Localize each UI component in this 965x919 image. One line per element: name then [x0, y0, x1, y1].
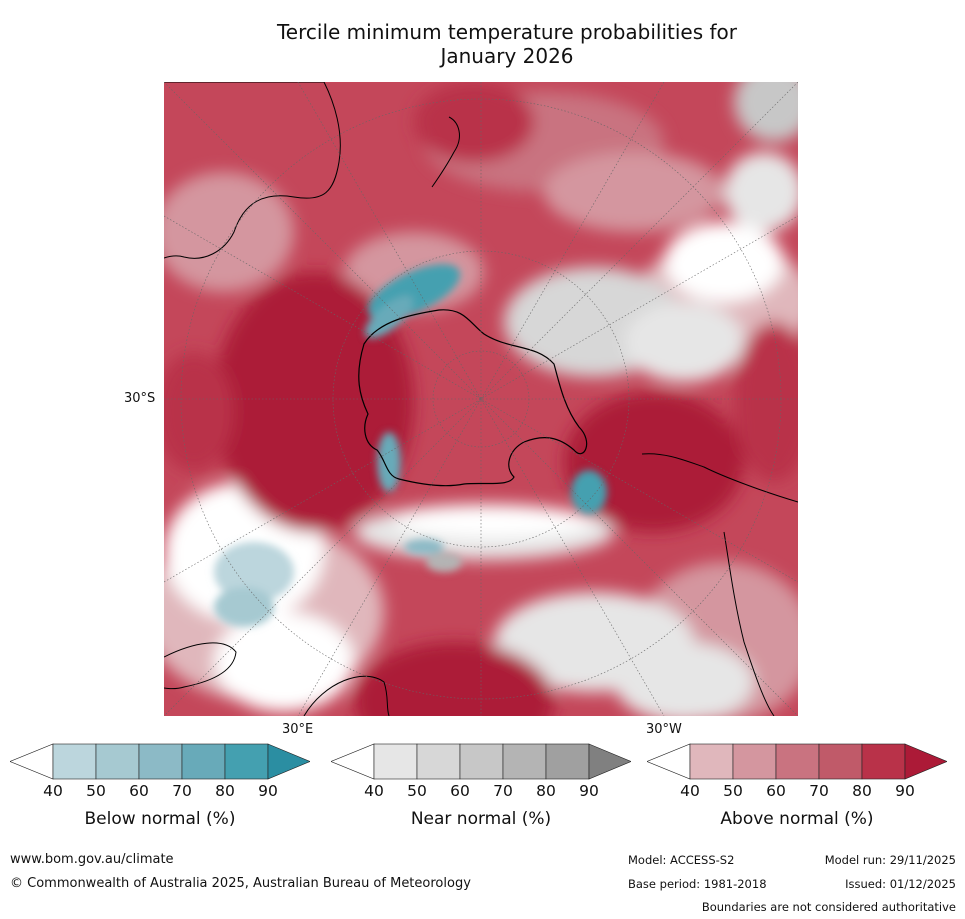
colorbar-tick-label: 80 — [215, 782, 235, 800]
colorbar-tick-label: 70 — [809, 782, 829, 800]
colorbar-segment — [181, 743, 226, 780]
probability-map — [164, 82, 798, 716]
colorbar-lower-extension — [647, 743, 691, 780]
legend-near-normal: 40 50 60 70 80 90 Near normal (%) — [331, 742, 631, 842]
colorbar-segment — [775, 743, 820, 780]
colorbar-tick-label: 90 — [895, 782, 915, 800]
colorbar-segment — [545, 743, 590, 780]
graticule — [164, 82, 798, 716]
colorbar-lower-extension — [331, 743, 375, 780]
model-run: Model run: 29/11/2025 — [824, 853, 956, 867]
legend-below-normal: 40 50 60 70 80 90 Below normal (%) — [10, 742, 310, 842]
website-link[interactable]: www.bom.gov.au/climate — [10, 852, 174, 867]
antarctica-coastline — [358, 309, 588, 487]
colorbar-segment — [689, 743, 734, 780]
colorbar-segment — [818, 743, 863, 780]
colorbar-title: Above normal (%) — [720, 809, 874, 829]
colorbar-segment — [416, 743, 461, 780]
lat-label-30s: 30°S — [124, 391, 156, 406]
map-canvas — [164, 82, 798, 716]
title-line-1: Tercile minimum temperature probabilitie… — [276, 20, 738, 44]
colorbar-upper-extension — [904, 743, 947, 780]
copyright-text: © Commonwealth of Australia 2025, Austra… — [10, 876, 471, 891]
colorbar-tick-label: 40 — [43, 782, 63, 800]
south-america-coastline — [641, 453, 798, 716]
colorbar — [331, 743, 631, 780]
colorbar-tick-label: 50 — [407, 782, 427, 800]
lon-label-30w: 30°W — [646, 722, 682, 737]
colorbar-tick-label: 60 — [766, 782, 786, 800]
colorbar-segment — [373, 743, 418, 780]
australia-coastline — [164, 82, 341, 259]
lon-label-30e: 30°E — [282, 722, 314, 737]
map-title: Tercile minimum temperature probabilitie… — [164, 20, 850, 68]
colorbar-tick-label: 70 — [493, 782, 513, 800]
colorbar-lower-extension — [10, 743, 54, 780]
colorbar-tick-label: 90 — [258, 782, 278, 800]
colorbar-tick-label: 50 — [723, 782, 743, 800]
colorbar-segment — [861, 743, 906, 780]
colorbar-tick-label: 60 — [129, 782, 149, 800]
issued-date: Issued: 01/12/2025 — [845, 877, 956, 891]
colorbar-segment — [95, 743, 140, 780]
boundary-disclaimer: Boundaries are not considered authoritat… — [701, 900, 956, 914]
colorbar — [647, 743, 947, 780]
colorbar-segment — [224, 743, 269, 780]
colorbar-tick-label: 90 — [579, 782, 599, 800]
colorbar-tick-label: 80 — [852, 782, 872, 800]
colorbar-tick-label: 40 — [364, 782, 384, 800]
colorbar-segment — [502, 743, 547, 780]
africa-coastline — [164, 642, 390, 716]
title-line-2: January 2026 — [440, 44, 574, 68]
colorbar-segment — [138, 743, 183, 780]
below-normal-patches — [214, 264, 607, 627]
colorbar-title: Near normal (%) — [410, 809, 552, 829]
colorbar-upper-extension — [267, 743, 310, 780]
colorbar-tick-label: 50 — [86, 782, 106, 800]
base-period: Base period: 1981-2018 — [628, 877, 767, 891]
colorbar-tick-label: 60 — [450, 782, 470, 800]
colorbar-tick-label: 80 — [536, 782, 556, 800]
colorbar-upper-extension — [588, 743, 631, 780]
new-zealand-coastline — [431, 116, 460, 188]
colorbar-segment — [732, 743, 777, 780]
colorbar-segment — [459, 743, 504, 780]
colorbar — [10, 743, 310, 780]
colorbar-tick-label: 70 — [172, 782, 192, 800]
model-name: Model: ACCESS-S2 — [628, 853, 735, 867]
colorbar-tick-label: 40 — [680, 782, 700, 800]
colorbar-segment — [52, 743, 97, 780]
legend-above-normal: 40 50 60 70 80 90 Above normal (%) — [647, 742, 947, 842]
colorbar-title: Below normal (%) — [84, 809, 236, 829]
